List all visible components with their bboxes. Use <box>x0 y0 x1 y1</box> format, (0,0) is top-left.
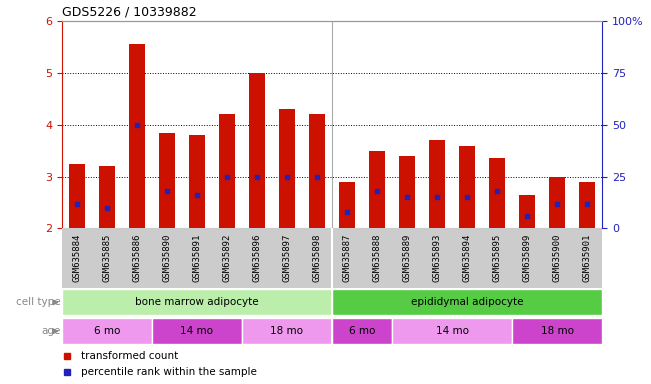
Bar <box>459 146 475 228</box>
Bar <box>579 182 596 228</box>
Text: epididymal adipocyte: epididymal adipocyte <box>411 297 523 308</box>
Bar <box>332 290 602 315</box>
Text: 6 mo: 6 mo <box>94 326 120 336</box>
Bar <box>242 318 332 344</box>
Text: GSM635885: GSM635885 <box>102 233 111 281</box>
Bar <box>429 140 445 228</box>
Text: GSM635890: GSM635890 <box>162 233 171 281</box>
Text: GSM635895: GSM635895 <box>493 233 502 281</box>
Text: age: age <box>41 326 61 336</box>
Bar <box>279 109 296 228</box>
Bar <box>512 318 602 344</box>
Text: GSM635886: GSM635886 <box>132 233 141 281</box>
Bar <box>219 114 235 228</box>
Text: bone marrow adipocyte: bone marrow adipocyte <box>135 297 258 308</box>
Text: 14 mo: 14 mo <box>436 326 469 336</box>
Bar <box>368 151 385 228</box>
Text: GSM635894: GSM635894 <box>463 233 471 281</box>
Bar <box>62 290 332 315</box>
Text: transformed count: transformed count <box>81 351 178 361</box>
Bar <box>159 132 175 228</box>
Text: GSM635893: GSM635893 <box>432 233 441 281</box>
Text: 6 mo: 6 mo <box>349 326 375 336</box>
Text: GSM635887: GSM635887 <box>342 233 352 281</box>
Text: GSM635898: GSM635898 <box>312 233 322 281</box>
Text: percentile rank within the sample: percentile rank within the sample <box>81 367 256 377</box>
Text: 18 mo: 18 mo <box>540 326 574 336</box>
Text: GSM635891: GSM635891 <box>193 233 201 281</box>
Text: GSM635884: GSM635884 <box>72 233 81 281</box>
Bar <box>189 135 205 228</box>
Bar <box>392 318 512 344</box>
Text: 18 mo: 18 mo <box>270 326 303 336</box>
Bar <box>339 182 355 228</box>
Bar <box>129 45 145 228</box>
Text: GSM635889: GSM635889 <box>402 233 411 281</box>
Text: cell type: cell type <box>16 297 61 308</box>
Bar <box>332 318 392 344</box>
Text: GSM635900: GSM635900 <box>553 233 562 281</box>
Bar <box>309 114 326 228</box>
Bar <box>62 318 152 344</box>
Text: GSM635899: GSM635899 <box>523 233 532 281</box>
Bar <box>68 164 85 228</box>
Bar <box>519 195 535 228</box>
Bar <box>489 159 505 228</box>
Text: GSM635901: GSM635901 <box>583 233 592 281</box>
Text: GSM635896: GSM635896 <box>253 233 262 281</box>
Bar <box>549 177 566 228</box>
Text: GSM635897: GSM635897 <box>283 233 292 281</box>
Text: GDS5226 / 10339882: GDS5226 / 10339882 <box>62 5 197 18</box>
Bar <box>399 156 415 228</box>
Text: GSM635888: GSM635888 <box>372 233 381 281</box>
Text: GSM635892: GSM635892 <box>223 233 232 281</box>
Text: 14 mo: 14 mo <box>180 326 214 336</box>
Bar <box>98 166 115 228</box>
Bar <box>152 318 242 344</box>
Bar <box>249 73 265 228</box>
